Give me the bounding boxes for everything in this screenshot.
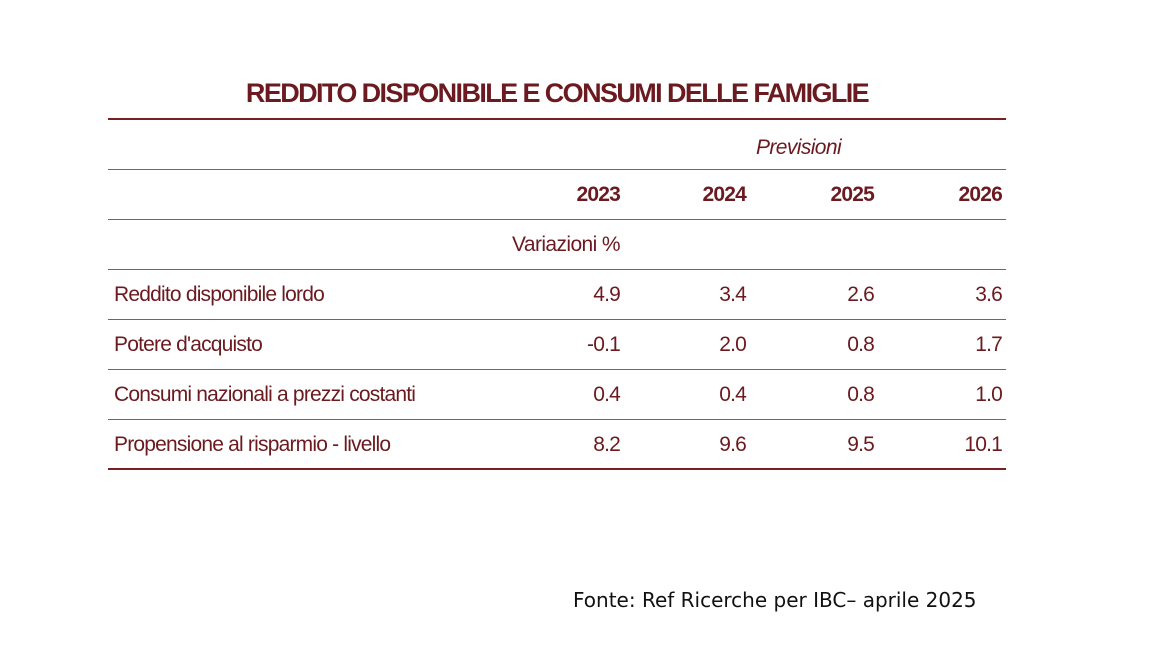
table-cell: -0.1 — [587, 333, 621, 356]
column-header: 2026 — [958, 183, 1002, 206]
table-cell: 3.6 — [975, 283, 1003, 306]
table-cell: 2.0 — [719, 333, 747, 356]
forecast-label: Previsioni — [756, 136, 842, 159]
table-row: Reddito disponibile lordo 4.9 3.4 2.6 3.… — [108, 270, 1006, 320]
unit-label: Variazioni % — [512, 233, 621, 256]
divider — [108, 169, 1006, 170]
table-row: Consumi nazionali a prezzi costanti 0.4 … — [108, 370, 1006, 420]
forecast-header-row: Previsioni — [108, 120, 1006, 170]
top-rule — [108, 118, 1006, 120]
table-cell: 3.4 — [719, 283, 747, 306]
table-cell: 0.8 — [847, 383, 875, 406]
table-cell: 10.1 — [964, 433, 1002, 456]
table-cell: 0.8 — [847, 333, 875, 356]
table-cell: 0.4 — [719, 383, 747, 406]
table-cell: 8.2 — [593, 433, 621, 456]
row-label: Consumi nazionali a prezzi costanti — [114, 383, 416, 406]
divider — [108, 219, 1006, 220]
table-title: REDDITO DISPONIBILE E CONSUMI DELLE FAMI… — [245, 78, 870, 108]
row-label: Potere d'acquisto — [114, 333, 263, 356]
unit-row: Variazioni % — [108, 220, 1006, 270]
divider — [108, 269, 1006, 270]
table-cell: 1.0 — [975, 383, 1003, 406]
table-cell: 1.7 — [975, 333, 1003, 356]
table-cell: 2.6 — [847, 283, 875, 306]
column-header: 2024 — [702, 183, 746, 206]
divider — [108, 369, 1006, 370]
table-cell: 0.4 — [593, 383, 621, 406]
row-label: Propensione al risparmio - livello — [114, 433, 391, 456]
year-header-row: 2023 2024 2025 2026 — [108, 170, 1006, 220]
table-row: Propensione al risparmio - livello 8.2 9… — [108, 420, 1006, 470]
table-row: Potere d'acquisto -0.1 2.0 0.8 1.7 — [108, 320, 1006, 370]
table-cell: 9.6 — [719, 433, 747, 456]
column-header: 2025 — [830, 183, 874, 206]
bottom-rule — [108, 468, 1006, 470]
column-header: 2023 — [576, 183, 620, 206]
source-note: Fonte: Ref Ricerche per IBC– aprile 2025 — [573, 588, 977, 612]
table-cell: 4.9 — [593, 283, 621, 306]
divider — [108, 419, 1006, 420]
row-label: Reddito disponibile lordo — [114, 283, 325, 306]
divider — [108, 319, 1006, 320]
table-cell: 9.5 — [847, 433, 875, 456]
